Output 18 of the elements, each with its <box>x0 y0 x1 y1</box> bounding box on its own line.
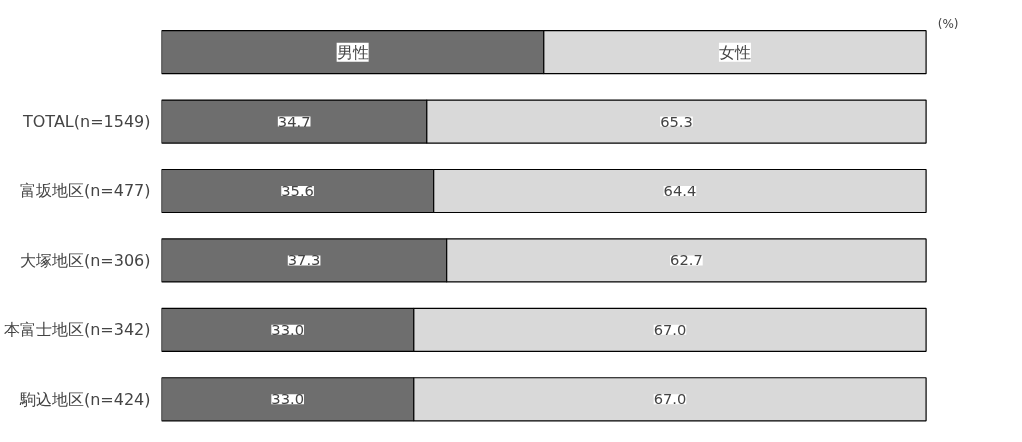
data-label: 67.0 <box>653 320 687 338</box>
data-label: 65.3 <box>660 112 693 130</box>
data-label: 67.0 <box>653 390 687 408</box>
y-tick-label: 富坂地区(n=477) <box>19 181 151 201</box>
text: 男性 <box>336 42 369 62</box>
data-label: 33.0 <box>271 390 304 408</box>
data-label: 37.3 <box>287 251 321 269</box>
y-tick-label: 駒込地区(n=424) <box>18 389 151 409</box>
data-label: 64.4 <box>663 182 697 199</box>
data-label: 34.7 <box>277 112 311 130</box>
y-tick-label: 本富士地区(n=342) <box>3 320 151 340</box>
y-tick-label: TOTAL(n=1549) <box>21 112 151 132</box>
text: 女性 <box>718 42 751 62</box>
data-label: 33.0 <box>271 320 304 338</box>
y-tick-label: 大塚地区(n=306) <box>19 250 151 270</box>
text: (%) <box>937 16 959 31</box>
data-label: 62.7 <box>670 251 703 269</box>
data-label: 35.6 <box>281 182 314 199</box>
